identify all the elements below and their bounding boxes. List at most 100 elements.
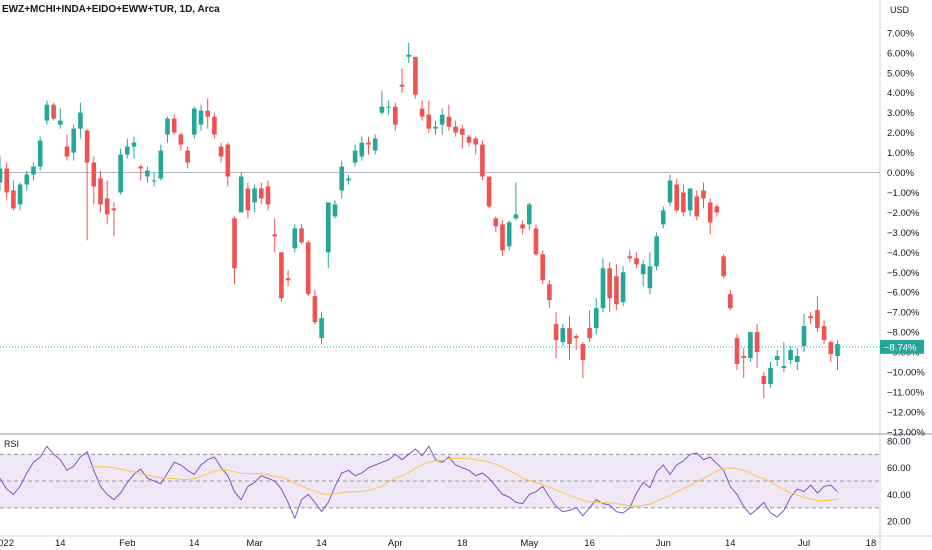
candle-body bbox=[681, 192, 686, 213]
y-tick-label: −7.00% bbox=[887, 308, 920, 319]
candle-body bbox=[540, 254, 545, 281]
y-tick-label: 4.00% bbox=[887, 88, 914, 99]
candle-body bbox=[788, 350, 793, 361]
candle-body bbox=[674, 184, 679, 211]
candle-body bbox=[640, 264, 646, 275]
candle-body bbox=[151, 180, 157, 182]
rsi-band-fill bbox=[0, 454, 880, 508]
candle-body bbox=[84, 130, 90, 163]
candle-body bbox=[131, 142, 137, 147]
candle-body bbox=[165, 118, 170, 135]
x-tick-label: Jun bbox=[656, 538, 671, 549]
candle-body bbox=[527, 204, 532, 225]
candle-body bbox=[419, 108, 425, 117]
x-tick-label: 14 bbox=[316, 538, 327, 549]
candle-body bbox=[171, 118, 177, 133]
candle-body bbox=[533, 228, 539, 255]
candle-body bbox=[78, 112, 83, 129]
chart-title: EWZ+MCHI+INDA+EIDO+EWW+TUR, 1D, Arca bbox=[2, 4, 220, 15]
candle-body bbox=[728, 294, 733, 309]
candle-body bbox=[326, 202, 331, 253]
y-tick-label: −2.00% bbox=[887, 208, 920, 219]
y-tick-label: −4.00% bbox=[887, 248, 920, 259]
candle-body bbox=[259, 188, 264, 199]
candle-body bbox=[359, 142, 365, 157]
candle-body bbox=[560, 328, 566, 343]
candle-body bbox=[801, 326, 807, 347]
candle-body bbox=[11, 190, 16, 209]
candle-body bbox=[104, 198, 110, 215]
candle-body bbox=[433, 126, 438, 129]
candle-body bbox=[460, 128, 465, 135]
last-value-badge bbox=[880, 339, 924, 354]
y-tick-label: 5.00% bbox=[887, 68, 914, 79]
candle-body bbox=[439, 114, 445, 125]
candle-body bbox=[305, 242, 311, 295]
rsi-tick-label: 20.00 bbox=[887, 517, 911, 528]
candle-body bbox=[607, 268, 612, 299]
candle-body bbox=[614, 276, 619, 305]
candle-body bbox=[192, 108, 197, 135]
candle-body bbox=[413, 56, 418, 95]
candle-body bbox=[232, 218, 237, 269]
candle-body bbox=[587, 328, 592, 339]
candle-body bbox=[319, 318, 324, 339]
y-tick-label: −1.00% bbox=[887, 188, 920, 199]
x-tick-label: Apr bbox=[388, 538, 403, 549]
candle-body bbox=[4, 168, 9, 193]
candle-body bbox=[91, 162, 97, 187]
candle-body bbox=[654, 236, 659, 267]
candle-body bbox=[426, 114, 432, 129]
x-tick-label: Mar bbox=[246, 538, 262, 549]
candle-body bbox=[815, 310, 820, 329]
candle-body bbox=[634, 258, 639, 265]
candle-body bbox=[37, 140, 43, 167]
candle-body bbox=[446, 116, 452, 127]
candle-body bbox=[279, 252, 284, 299]
candle-body bbox=[158, 150, 164, 179]
x-tick-label: 14 bbox=[725, 538, 736, 549]
y-tick-label: −10.00% bbox=[887, 368, 925, 379]
candle-body bbox=[44, 104, 50, 121]
rsi-tick-label: 40.00 bbox=[887, 490, 911, 501]
candle-body bbox=[594, 308, 599, 329]
candle-body bbox=[51, 104, 56, 119]
candle-body bbox=[212, 116, 217, 135]
last-value-label: −8.74% bbox=[884, 342, 917, 353]
candle-body bbox=[721, 256, 726, 277]
candle-body bbox=[667, 180, 673, 203]
candle-body bbox=[0, 168, 3, 183]
candle-body bbox=[352, 150, 358, 163]
rsi-panel-title: RSI bbox=[4, 439, 20, 449]
y-tick-label: −11.00% bbox=[887, 387, 925, 398]
candle-body bbox=[205, 110, 210, 117]
rsi-tick-label: 60.00 bbox=[887, 463, 911, 474]
candle-body bbox=[627, 256, 633, 259]
candle-body bbox=[493, 218, 499, 227]
x-tick-label: 2022 bbox=[0, 538, 14, 549]
candle-body bbox=[506, 222, 512, 247]
candle-body bbox=[272, 234, 277, 237]
rsi-line bbox=[0, 445, 838, 520]
candle-body bbox=[118, 154, 123, 193]
x-tick-label: 14 bbox=[55, 538, 66, 549]
currency-unit-label: USD bbox=[890, 5, 910, 15]
rsi-tick-label: 80.00 bbox=[887, 437, 911, 448]
candle-body bbox=[339, 166, 344, 191]
candle-body bbox=[265, 186, 271, 205]
candle-body bbox=[285, 278, 291, 281]
candle-body bbox=[714, 206, 720, 213]
y-tick-label: −8.00% bbox=[887, 328, 920, 339]
candle-body bbox=[580, 344, 586, 361]
candle-body bbox=[553, 324, 559, 341]
candle-body bbox=[145, 170, 150, 177]
candle-body bbox=[828, 342, 834, 355]
candle-body bbox=[694, 196, 700, 217]
candle-body bbox=[406, 54, 411, 57]
candle-body bbox=[64, 146, 70, 157]
y-tick-label: −13.00% bbox=[887, 427, 925, 438]
y-tick-label: −12.00% bbox=[887, 407, 925, 418]
x-tick-label: 16 bbox=[584, 538, 595, 549]
candle-body bbox=[795, 356, 800, 363]
